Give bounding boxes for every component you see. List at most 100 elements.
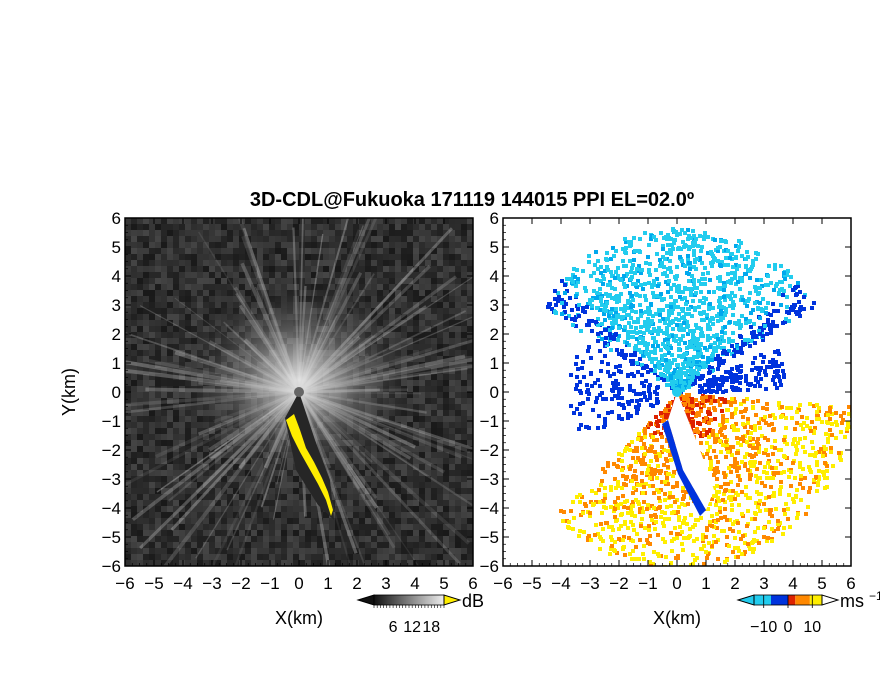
noise-cell [383,494,389,500]
noise-cell [359,260,365,266]
noise-cell [437,248,443,254]
noise-cell [221,278,227,284]
noise-cell [467,548,473,554]
noise-cell [443,254,449,260]
noise-cell [461,248,467,254]
noise-cell [197,272,203,278]
noise-cell [197,266,203,272]
noise-cell [203,308,209,314]
noise-cell [197,254,203,260]
velocity-pixel [628,448,632,452]
noise-cell [233,272,239,278]
noise-cell [431,242,437,248]
x-tick-label: 5 [439,574,448,593]
noise-cell [431,314,437,320]
noise-cell [413,338,419,344]
noise-cell [449,494,455,500]
noise-cell [425,494,431,500]
noise-cell [329,554,335,560]
noise-cell [371,302,377,308]
noise-cell [443,368,449,374]
noise-cell [293,278,299,284]
noise-cell [353,290,359,296]
noise-cell [353,266,359,272]
noise-cell [413,488,419,494]
noise-cell [239,488,245,494]
noise-cell [419,494,425,500]
noise-cell [143,260,149,266]
x-axis-label-left: X(km) [275,608,323,628]
noise-cell [413,404,419,410]
noise-cell [263,482,269,488]
noise-cell [335,482,341,488]
velocity-pixel [769,281,773,285]
noise-cell [173,494,179,500]
noise-cell [125,326,131,332]
noise-cell [407,494,413,500]
noise-cell [401,272,407,278]
noise-cell [299,236,305,242]
noise-cell [245,482,251,488]
noise-cell [449,422,455,428]
noise-cell [335,254,341,260]
noise-cell [413,242,419,248]
noise-cell [137,530,143,536]
noise-cell [173,296,179,302]
noise-cell [275,272,281,278]
noise-cell [467,242,473,248]
noise-cell [299,248,305,254]
velocity-pixel [600,511,604,515]
noise-cell [449,536,455,542]
noise-cell [167,560,173,566]
noise-cell [143,332,149,338]
noise-cell [407,290,413,296]
noise-cell [407,260,413,266]
noise-cell [353,530,359,536]
noise-cell [143,356,149,362]
noise-cell [377,488,383,494]
noise-cell [425,290,431,296]
noise-cell [443,296,449,302]
noise-cell [413,350,419,356]
noise-cell [377,476,383,482]
noise-cell [467,218,473,224]
noise-cell [437,242,443,248]
noise-cell [461,236,467,242]
noise-cell [329,488,335,494]
noise-cell [161,482,167,488]
noise-cell [215,506,221,512]
noise-cell [467,536,473,542]
noise-cell [443,494,449,500]
noise-cell [425,356,431,362]
noise-cell [161,446,167,452]
noise-cell [377,482,383,488]
noise-cell [401,554,407,560]
noise-cell [161,560,167,566]
noise-cell [275,488,281,494]
noise-cell [341,524,347,530]
noise-cell [389,230,395,236]
noise-cell [383,284,389,290]
noise-cell [347,230,353,236]
noise-cell [137,320,143,326]
velocity-pixel [709,459,713,463]
noise-cell [377,224,383,230]
noise-cell [329,260,335,266]
noise-cell [467,506,473,512]
noise-cell [191,290,197,296]
noise-cell [395,242,401,248]
noise-cell [401,512,407,518]
noise-cell [455,320,461,326]
velocity-pixel [785,406,789,410]
noise-cell [233,284,239,290]
noise-cell [233,548,239,554]
noise-cell [413,446,419,452]
noise-cell [227,218,233,224]
noise-cell [461,560,467,566]
noise-cell [461,308,467,314]
noise-cell [359,524,365,530]
velocity-pixel [740,295,744,299]
noise-cell [155,332,161,338]
noise-cell [173,224,179,230]
noise-cell [437,482,443,488]
